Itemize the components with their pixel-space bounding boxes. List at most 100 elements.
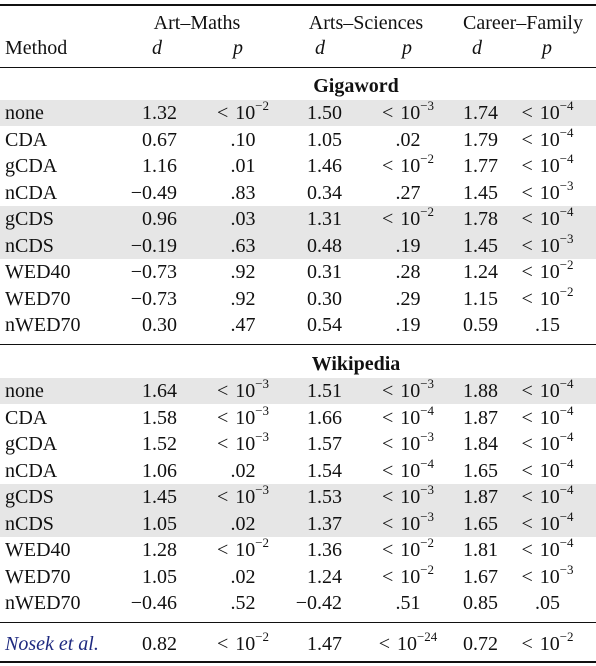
p-value-base: 10 [539,128,560,151]
row-highlight [0,483,596,510]
p-value-cell: <10−4 [509,430,586,457]
p-value-exponent: −24 [416,629,438,644]
d-value-cell: 0.59 [463,314,498,336]
section-rule [0,344,596,345]
d-value-cell: 1.45 [463,181,498,204]
p-value-cell: .92 [230,287,256,310]
section-title: Wikipedia [311,353,401,375]
table-row-method: nCDS [5,512,54,535]
less-than-sign: < [381,380,394,402]
d-value-cell: −0.73 [130,287,177,310]
p-value-cell: <10−4 [509,536,586,563]
p-value-base: 10 [235,433,256,455]
less-than-sign: < [521,433,533,455]
d-value-cell: 1.65 [463,512,498,535]
d-value-cell: 0.31 [307,261,342,283]
column-group-header: Arts–Sciences [308,12,424,34]
p-value-cell: <10−3 [368,430,448,457]
d-value-cell: 1.16 [142,155,177,177]
p-value-cell: <10−4 [509,510,586,537]
table-row-method: gCDA [5,155,58,177]
d-value-cell: 1.37 [307,512,342,535]
nosek-reference-method: Nosek et al. [5,633,99,655]
p-value-cell: <10−4 [509,151,586,179]
effect-size-header: d [472,37,482,59]
d-value-cell: 1.51 [307,380,342,402]
d-value-cell: 0.72 [463,633,498,655]
d-value-cell: −0.42 [295,592,342,614]
p-value-exponent: −3 [255,482,270,497]
method-column-header: Method [5,37,68,59]
p-value-exponent: −4 [559,455,574,471]
less-than-sign: < [381,406,394,429]
p-value-exponent: −3 [420,376,435,391]
p-value-cell: <10−3 [210,482,276,510]
less-than-sign: < [521,155,533,177]
d-value-cell: 0.54 [307,314,342,336]
p-value-cell: <10−4 [509,483,586,510]
d-value-cell: −0.49 [130,181,177,204]
less-than-sign: < [381,459,394,482]
less-than-sign: < [381,102,394,124]
top-rule [0,4,596,6]
d-value-cell: 0.30 [307,287,342,310]
less-than-sign: < [381,512,394,535]
p-value-cell: <10−4 [509,455,586,484]
column-group-header: Art–Maths [153,12,241,34]
d-value-cell: 1.67 [463,565,498,588]
p-value-exponent: −3 [420,508,435,524]
d-value-cell: 1.58 [142,406,177,429]
p-value-base: 10 [235,406,256,429]
less-than-sign: < [521,287,533,310]
d-value-cell: 1.32 [142,102,177,124]
header-rule [0,67,596,68]
p-value-base: 10 [400,380,421,402]
p-value-base: 10 [400,512,421,535]
less-than-sign: < [521,512,533,535]
p-value-exponent: −3 [559,230,574,246]
p-value-exponent: −4 [559,98,574,113]
p-value-cell: .51 [395,592,421,614]
d-value-cell: −0.73 [130,261,177,283]
d-value-cell: 1.28 [142,539,177,561]
table-row-method: WED70 [5,565,71,588]
p-value-cell: <10−3 [210,377,276,404]
p-value-exponent: −4 [559,151,574,166]
d-value-cell: 1.87 [463,486,498,508]
d-value-cell: 1.46 [307,155,342,177]
d-value-cell: 1.06 [142,459,177,482]
p-value-cell: <10−3 [509,177,586,206]
p-value-cell: <10−3 [509,230,586,259]
p-value-cell: <10−2 [210,630,276,657]
less-than-sign: < [216,633,229,655]
p-value-cell: .63 [230,234,256,257]
p-value-exponent: −2 [255,535,270,550]
less-than-sign: < [521,459,533,482]
d-value-cell: 1.65 [463,459,498,482]
less-than-sign: < [381,208,394,230]
p-value-cell: .05 [535,592,560,614]
d-value-cell: 0.96 [142,208,177,230]
effect-size-header: d [315,37,325,59]
p-value-exponent: −3 [559,177,574,193]
p-value-base: 10 [539,565,560,588]
p-value-base: 10 [539,512,560,535]
p-value-base: 10 [539,234,560,257]
p-value-exponent: −4 [559,204,574,219]
p-value-cell: <10−4 [368,457,448,484]
p-value-cell: .02 [230,512,256,535]
p-value-cell: <10−4 [509,204,586,232]
less-than-sign: < [521,208,533,230]
row-highlight [0,510,596,537]
d-value-cell: 1.53 [307,486,342,508]
p-value-cell: <10−3 [368,508,448,537]
p-value-exponent: −4 [420,402,435,418]
p-value-cell: <10−2 [210,535,276,563]
p-value-cell: .03 [230,208,256,230]
p-value-cell: .52 [230,592,256,614]
section-title: Gigaword [313,75,399,97]
p-value-base: 10 [539,208,560,230]
p-value-cell: <10−4 [368,402,448,431]
p-value-exponent: −2 [559,257,574,272]
